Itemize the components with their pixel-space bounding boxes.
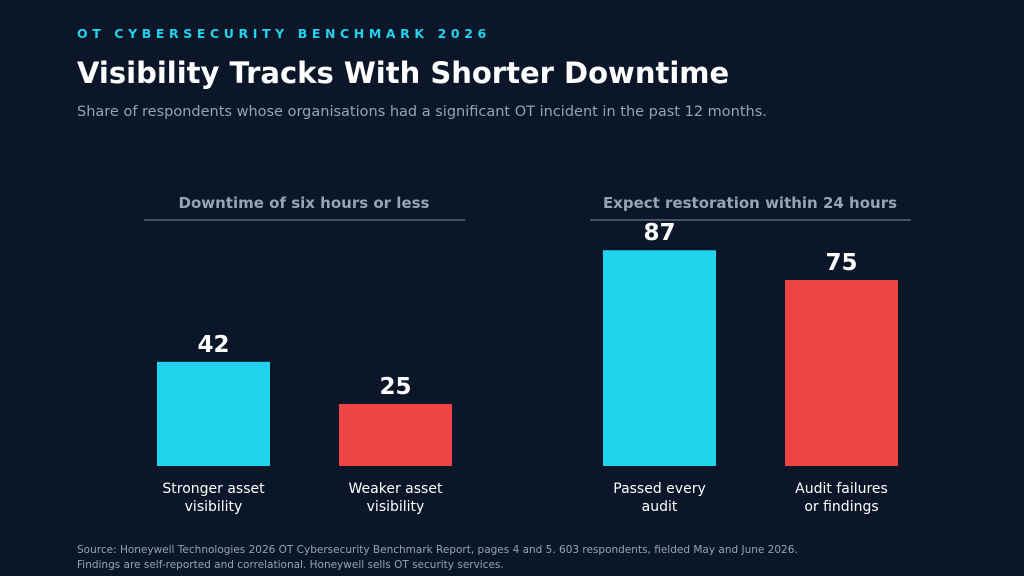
bar-panel-2-2 xyxy=(785,280,898,466)
category-label-panel-2-2: Audit failures or findings xyxy=(795,481,888,515)
source-line-1: Source: Honeywell Technologies 2026 OT C… xyxy=(77,544,798,556)
data-label-panel-2-1: 87 xyxy=(643,220,675,246)
bar-panel-1-1 xyxy=(157,361,270,466)
bar-panel-1-2 xyxy=(339,404,452,466)
data-label-panel-2-2: 75 xyxy=(825,250,857,276)
category-label-panel-1-2: Weaker asset visibility xyxy=(349,481,443,515)
bar-panel-2-1 xyxy=(603,250,716,466)
category-label-panel-1-1: Stronger asset visibility xyxy=(162,481,265,515)
eyebrow-label: OT CYBERSECURITY BENCHMARK 2026 xyxy=(77,26,491,41)
source-note: Source: Honeywell Technologies 2026 OT C… xyxy=(77,543,798,573)
page-title: Visibility Tracks With Shorter Downtime xyxy=(77,56,730,90)
data-label-panel-1-1: 42 xyxy=(197,332,229,358)
data-label-panel-1-2: 25 xyxy=(379,374,411,400)
panel-2-title: Expect restoration within 24 hours xyxy=(603,194,897,212)
source-line-2: Findings are self-reported and correlati… xyxy=(77,559,504,571)
page-subtitle: Share of respondents whose organisations… xyxy=(77,104,767,120)
category-label-panel-2-1: Passed every audit xyxy=(613,481,705,515)
panel-1-title: Downtime of six hours or less xyxy=(179,194,430,212)
